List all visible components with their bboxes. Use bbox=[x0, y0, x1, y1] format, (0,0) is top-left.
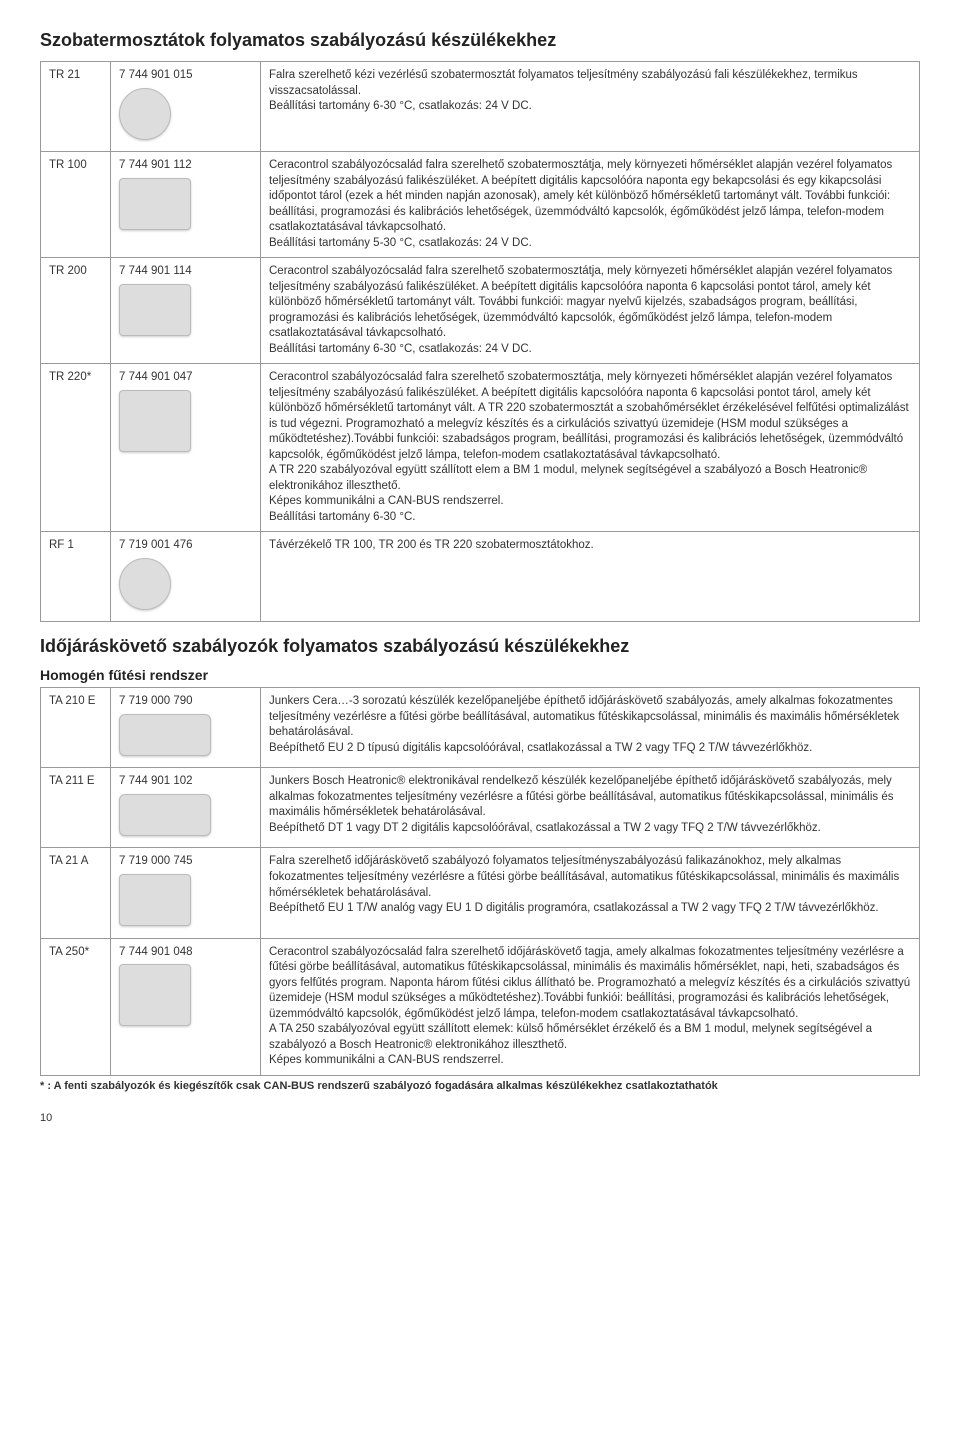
code-cell: 7 719 000 790 bbox=[111, 688, 261, 768]
table-row: TA 250*7 744 901 048Ceracontrol szabályo… bbox=[41, 938, 920, 1075]
model-cell: TR 200 bbox=[41, 258, 111, 364]
description-cell: Ceracontrol szabályozócsalád falra szere… bbox=[261, 938, 920, 1075]
model-cell: TA 21 A bbox=[41, 848, 111, 938]
model-cell: TR 220* bbox=[41, 364, 111, 532]
model-cell: TA 210 E bbox=[41, 688, 111, 768]
product-thumb bbox=[119, 390, 191, 452]
model-cell: TR 21 bbox=[41, 62, 111, 152]
code-cell: 7 744 901 102 bbox=[111, 768, 261, 848]
code-cell: 7 744 901 112 bbox=[111, 152, 261, 258]
table-row: TR 220*7 744 901 047Ceracontrol szabályo… bbox=[41, 364, 920, 532]
model-cell: RF 1 bbox=[41, 532, 111, 622]
table-row: TR 217 744 901 015Falra szerelhető kézi … bbox=[41, 62, 920, 152]
product-thumb bbox=[119, 88, 171, 140]
table-row: TR 2007 744 901 114Ceracontrol szabályoz… bbox=[41, 258, 920, 364]
code-cell: 7 719 001 476 bbox=[111, 532, 261, 622]
product-thumb bbox=[119, 284, 191, 336]
description-cell: Falra szerelhető időjáráskövető szabályo… bbox=[261, 848, 920, 938]
description-cell: Ceracontrol szabályozócsalád falra szere… bbox=[261, 258, 920, 364]
section1-title: Szobatermosztátok folyamatos szabályozás… bbox=[40, 30, 920, 51]
product-thumb bbox=[119, 964, 191, 1026]
section2-footnote: * : A fenti szabályozók és kiegészítők c… bbox=[40, 1080, 920, 1092]
code-cell: 7 744 901 114 bbox=[111, 258, 261, 364]
code-cell: 7 744 901 048 bbox=[111, 938, 261, 1075]
description-cell: Ceracontrol szabályozócsalád falra szere… bbox=[261, 152, 920, 258]
description-cell: Falra szerelhető kézi vezérlésű szobater… bbox=[261, 62, 920, 152]
table-row: TA 21 A7 719 000 745Falra szerelhető idő… bbox=[41, 848, 920, 938]
product-thumb bbox=[119, 714, 211, 756]
code-cell: 7 719 000 745 bbox=[111, 848, 261, 938]
table-row: TA 210 E7 719 000 790Junkers Cera…-3 sor… bbox=[41, 688, 920, 768]
section1-table: TR 217 744 901 015Falra szerelhető kézi … bbox=[40, 61, 920, 622]
code-cell: 7 744 901 047 bbox=[111, 364, 261, 532]
page-number: 10 bbox=[40, 1112, 920, 1124]
product-thumb bbox=[119, 794, 211, 836]
model-cell: TA 211 E bbox=[41, 768, 111, 848]
description-cell: Távérzékelő TR 100, TR 200 és TR 220 szo… bbox=[261, 532, 920, 622]
product-thumb bbox=[119, 874, 191, 926]
description-cell: Junkers Bosch Heatronic® elektronikával … bbox=[261, 768, 920, 848]
model-cell: TA 250* bbox=[41, 938, 111, 1075]
section2-title: Időjáráskövető szabályozók folyamatos sz… bbox=[40, 636, 920, 657]
table-row: TR 1007 744 901 112Ceracontrol szabályoz… bbox=[41, 152, 920, 258]
model-cell: TR 100 bbox=[41, 152, 111, 258]
table-row: RF 17 719 001 476Távérzékelő TR 100, TR … bbox=[41, 532, 920, 622]
section2-table: TA 210 E7 719 000 790Junkers Cera…-3 sor… bbox=[40, 687, 920, 1075]
product-thumb bbox=[119, 178, 191, 230]
code-cell: 7 744 901 015 bbox=[111, 62, 261, 152]
description-cell: Junkers Cera…-3 sorozatú készülék kezelő… bbox=[261, 688, 920, 768]
section2-subtitle: Homogén fűtési rendszer bbox=[40, 667, 920, 683]
table-row: TA 211 E7 744 901 102Junkers Bosch Heatr… bbox=[41, 768, 920, 848]
product-thumb bbox=[119, 558, 171, 610]
description-cell: Ceracontrol szabályozócsalád falra szere… bbox=[261, 364, 920, 532]
